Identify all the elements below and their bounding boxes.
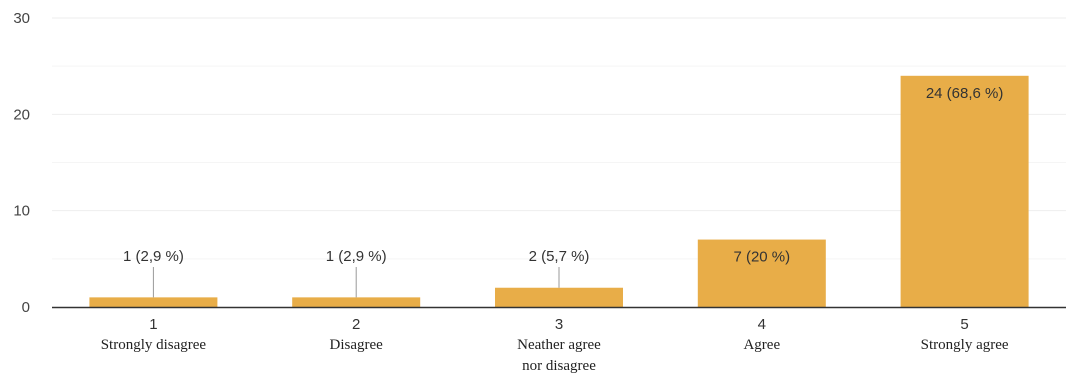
data-labels: 1 (2,9 %) 1 (2,9 %) 2 (5,7 %) 7 (20 %) 24 (6… — [123, 85, 1003, 298]
y-tick-label: 20 — [13, 106, 30, 123]
x-tick-number: 1 — [149, 316, 157, 333]
x-tick-label: Disagree — [330, 337, 384, 353]
x-tick-number: 5 — [960, 316, 968, 333]
x-tick-label: Agree — [743, 337, 780, 353]
bar — [900, 75, 1029, 307]
x-tick-label: Strongly disagree — [101, 337, 207, 353]
bar — [495, 287, 623, 307]
data-label: 2 (5,7 %) — [529, 248, 590, 265]
data-label: 24 (68,6 %) — [926, 85, 1004, 102]
x-tick-number: 3 — [555, 316, 563, 333]
data-label: 7 (20 %) — [733, 249, 790, 266]
data-label: 1 (2,9 %) — [123, 248, 184, 265]
bars — [89, 75, 1029, 307]
x-tick-label: nor disagree — [522, 358, 596, 374]
bar — [697, 239, 826, 307]
y-axis-ticks: 0 10 20 30 — [13, 10, 30, 316]
x-tick-number: 4 — [758, 316, 766, 333]
bar — [89, 297, 218, 307]
grid-lines — [52, 17, 1066, 260]
data-label: 1 (2,9 %) — [326, 248, 387, 265]
y-tick-label: 0 — [22, 299, 30, 316]
x-tick-label: Strongly agree — [921, 337, 1009, 353]
bar — [292, 297, 421, 307]
y-tick-label: 10 — [13, 203, 30, 220]
x-tick-number: 2 — [352, 316, 360, 333]
x-axis-ticks: 1 Strongly disagree 2 Disagree 3 Neather agre… — [101, 316, 1009, 374]
x-tick-label: Neather agree — [517, 337, 601, 353]
y-tick-label: 30 — [13, 10, 30, 27]
